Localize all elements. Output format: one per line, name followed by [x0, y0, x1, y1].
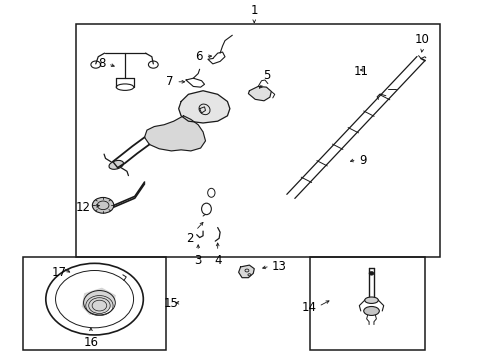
Circle shape [368, 271, 373, 275]
Text: 6: 6 [195, 50, 203, 63]
Polygon shape [238, 265, 254, 278]
Bar [76, 24, 439, 257]
Text: 17: 17 [52, 266, 66, 279]
Text: 7: 7 [166, 75, 173, 88]
Text: 9: 9 [358, 154, 366, 167]
Text: 10: 10 [414, 33, 429, 46]
Polygon shape [248, 86, 271, 101]
Text: 16: 16 [83, 336, 98, 349]
Polygon shape [82, 288, 115, 314]
Ellipse shape [109, 161, 123, 169]
Text: 14: 14 [301, 301, 316, 314]
Circle shape [92, 197, 114, 213]
Bar [310, 257, 424, 350]
Ellipse shape [364, 297, 378, 303]
Text: 2: 2 [185, 232, 193, 245]
Bar [22, 257, 166, 350]
Text: 4: 4 [213, 254, 221, 267]
Ellipse shape [363, 306, 379, 315]
Polygon shape [178, 91, 229, 123]
Text: 8: 8 [98, 57, 105, 71]
Polygon shape [144, 116, 205, 151]
Text: 3: 3 [194, 254, 202, 267]
Text: 1: 1 [250, 4, 258, 17]
Text: 11: 11 [353, 64, 368, 77]
Text: 12: 12 [76, 201, 91, 213]
Text: 5: 5 [262, 69, 269, 82]
Text: 13: 13 [271, 260, 285, 273]
Text: 15: 15 [163, 297, 178, 310]
